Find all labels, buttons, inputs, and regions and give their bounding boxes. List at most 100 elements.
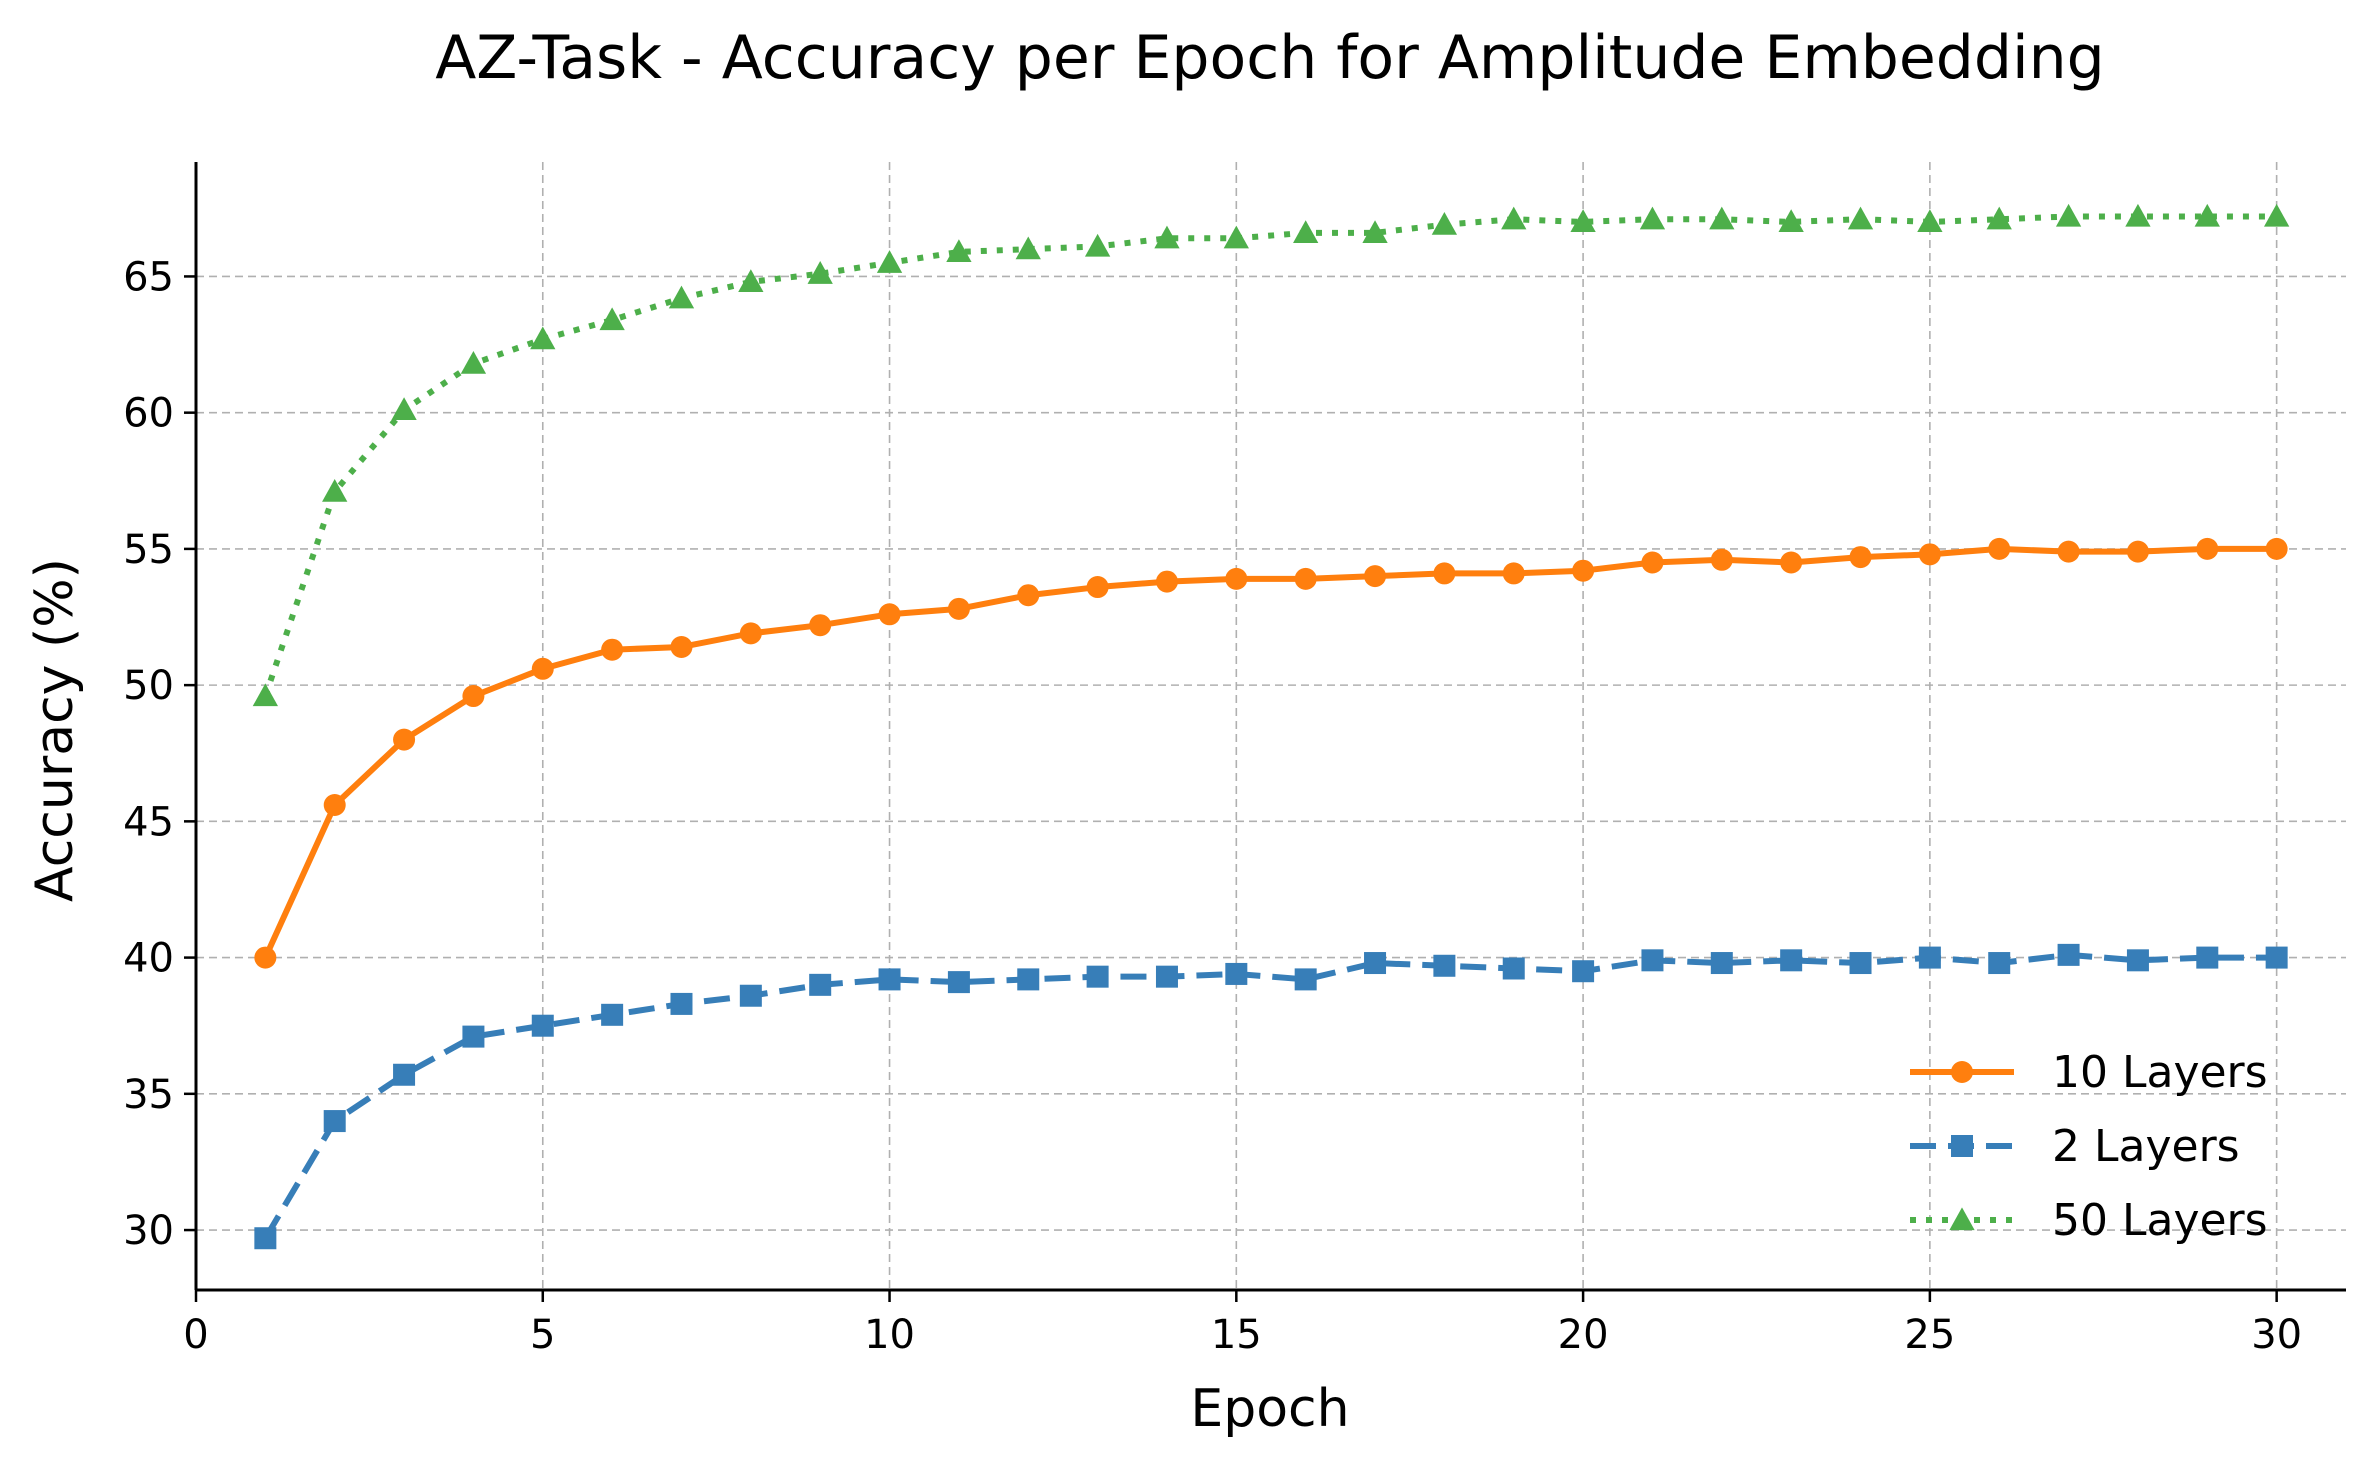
point-10-layers-6 xyxy=(601,638,624,661)
point-2-layers-24 xyxy=(1849,952,1872,975)
point-2-layers-22 xyxy=(1710,952,1733,975)
x-tick-label-5: 5 xyxy=(530,1312,555,1358)
point-50-layers-29 xyxy=(2194,203,2220,227)
point-50-layers-9 xyxy=(807,261,833,284)
point-50-layers-4 xyxy=(460,350,487,374)
point-2-layers-14 xyxy=(1155,965,1178,988)
grid xyxy=(195,162,2346,1290)
point-50-layers-1 xyxy=(252,683,279,707)
point-50-layers-11 xyxy=(946,239,972,263)
legend-marker-50-layers xyxy=(1949,1207,1975,1231)
point-10-layers-18 xyxy=(1433,562,1456,585)
x-tick-label-10: 10 xyxy=(864,1312,915,1358)
point-10-layers-4 xyxy=(462,685,485,708)
point-50-layers-13 xyxy=(1084,233,1111,257)
point-50-layers-15 xyxy=(1223,225,1249,249)
point-2-layers-20 xyxy=(1572,960,1595,983)
point-50-layers-30 xyxy=(2263,203,2290,227)
point-10-layers-15 xyxy=(1225,567,1248,590)
y-tick-label-65: 65 xyxy=(123,254,174,300)
point-50-layers-6 xyxy=(599,307,625,331)
legend-label-2-layers: 2 Layers xyxy=(2052,1121,2240,1172)
point-2-layers-1 xyxy=(254,1227,277,1250)
y-tick-label-45: 45 xyxy=(123,799,174,845)
point-2-layers-13 xyxy=(1086,965,1109,988)
point-10-layers-26 xyxy=(1988,537,2011,560)
legend-label-50-layers: 50 Layers xyxy=(2052,1195,2268,1246)
point-2-layers-30 xyxy=(2265,946,2288,969)
legend: 10 Layers 2 Layers 50 Layers xyxy=(1910,1047,2268,1246)
y-axis-label: Accuracy (%) xyxy=(25,558,85,902)
point-50-layers-26 xyxy=(1986,206,2012,230)
point-50-layers-8 xyxy=(738,269,764,293)
point-50-layers-20 xyxy=(1570,209,1596,233)
point-50-layers-23 xyxy=(1778,209,1804,233)
point-2-layers-15 xyxy=(1225,962,1248,985)
point-2-layers-27 xyxy=(2057,943,2080,966)
point-10-layers-29 xyxy=(2196,537,2219,560)
point-2-layers-16 xyxy=(1294,968,1317,991)
point-10-layers-20 xyxy=(1572,559,1595,582)
point-50-layers-25 xyxy=(1917,209,1943,233)
point-10-layers-10 xyxy=(878,603,901,626)
series-2-layers xyxy=(254,943,2288,1250)
legend-marker-10-layers xyxy=(1951,1061,1973,1083)
legend-entry-10-layers: 10 Layers xyxy=(1910,1047,2268,1098)
point-10-layers-7 xyxy=(670,635,693,658)
x-tick-label-20: 20 xyxy=(1558,1312,1609,1358)
x-axis-label: Epoch xyxy=(1190,1379,1349,1439)
point-10-layers-2 xyxy=(323,794,346,817)
point-10-layers-23 xyxy=(1780,551,1803,574)
point-10-layers-24 xyxy=(1849,546,1872,569)
point-2-layers-25 xyxy=(1918,946,1941,969)
point-10-layers-5 xyxy=(531,657,554,680)
point-2-layers-18 xyxy=(1433,954,1456,977)
point-2-layers-26 xyxy=(1988,952,2011,975)
point-2-layers-19 xyxy=(1502,957,1525,980)
point-10-layers-19 xyxy=(1502,562,1525,585)
point-10-layers-11 xyxy=(947,597,970,620)
point-10-layers-17 xyxy=(1364,565,1387,588)
point-10-layers-21 xyxy=(1641,551,1664,574)
point-2-layers-2 xyxy=(323,1110,346,1133)
point-50-layers-19 xyxy=(1501,206,1527,230)
x-tick-label-25: 25 xyxy=(1904,1312,1955,1358)
point-50-layers-27 xyxy=(2055,203,2082,227)
point-10-layers-30 xyxy=(2265,537,2288,560)
point-50-layers-7 xyxy=(668,285,695,309)
point-50-layers-10 xyxy=(876,250,903,273)
point-10-layers-8 xyxy=(739,622,762,645)
series-line-50-layers xyxy=(262,213,2277,697)
point-2-layers-10 xyxy=(878,968,901,991)
point-10-layers-22 xyxy=(1710,548,1733,571)
point-2-layers-12 xyxy=(1017,968,1040,991)
point-50-layers-28 xyxy=(2125,203,2151,227)
point-2-layers-11 xyxy=(947,971,970,994)
y-tick-label-50: 50 xyxy=(123,663,174,709)
x-tick-label-15: 15 xyxy=(1211,1312,1262,1358)
point-50-layers-22 xyxy=(1709,206,1735,230)
chart-title: AZ-Task - Accuracy per Epoch for Amplitu… xyxy=(435,23,2104,93)
point-2-layers-29 xyxy=(2196,946,2219,969)
point-10-layers-13 xyxy=(1086,576,1109,599)
series-line-10-layers xyxy=(262,545,2277,959)
point-2-layers-5 xyxy=(531,1014,554,1037)
point-2-layers-8 xyxy=(739,984,762,1007)
point-10-layers-1 xyxy=(254,946,277,969)
point-50-layers-24 xyxy=(1847,206,1874,230)
point-50-layers-12 xyxy=(1015,236,1041,260)
point-2-layers-4 xyxy=(462,1025,485,1048)
point-50-layers-3 xyxy=(391,397,417,421)
y-tick-label-40: 40 xyxy=(123,936,174,982)
point-2-layers-23 xyxy=(1780,949,1803,972)
y-tick-label-35: 35 xyxy=(123,1072,174,1118)
series-layer xyxy=(252,203,2290,1250)
y-tick-label-60: 60 xyxy=(123,391,174,437)
series-50-layers xyxy=(252,203,2290,707)
axes: 0 5 10 15 20 25 30 30 35 40 45 50 55 60 65 xyxy=(123,162,2346,1358)
point-10-layers-14 xyxy=(1155,570,1178,593)
y-tick-label-55: 55 xyxy=(123,527,174,573)
point-50-layers-16 xyxy=(1293,220,1319,243)
point-10-layers-27 xyxy=(2057,540,2080,563)
point-10-layers-3 xyxy=(393,728,416,751)
